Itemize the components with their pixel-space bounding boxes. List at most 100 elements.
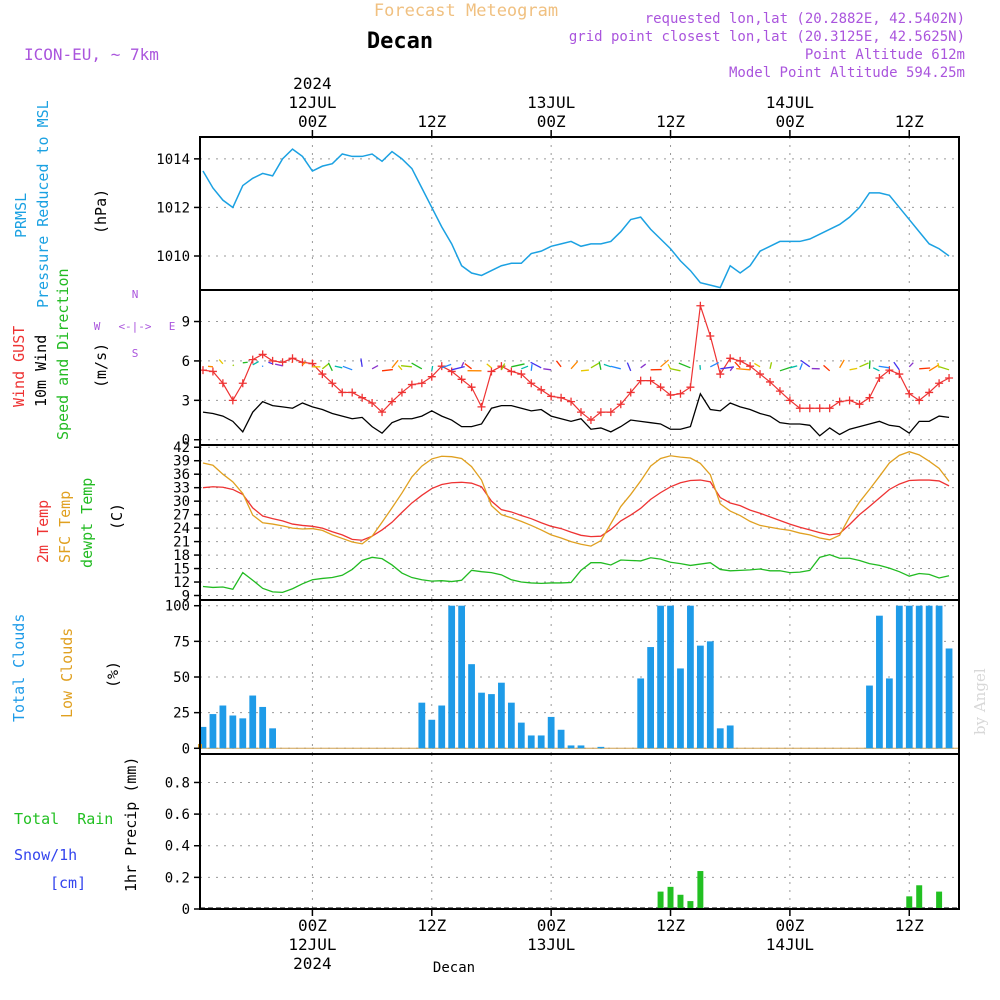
gust-marker [208,367,217,376]
bottom-time-label: 12Z [895,916,924,935]
wind-direction-arrow [928,364,940,372]
wind-direction-arrow [511,363,525,368]
total-clouds-bar [945,648,953,749]
total-clouds-bar [637,678,645,749]
gust-marker [736,356,745,365]
total-clouds-bar [687,605,694,749]
wind-direction-arrow [754,362,761,368]
wind-direction-arrow [381,368,393,372]
rain-legend: Total Rain [14,810,113,828]
total-clouds-bar [209,714,217,749]
top-time-label: 00Z [537,112,566,131]
wind-direction-arrow [530,364,533,371]
gust-marker [626,388,635,397]
gust-marker [567,397,576,406]
y-tick-label: 18 [173,548,190,564]
wind-direction-arrow [521,365,529,370]
wind-direction-arrow [789,365,798,369]
wind-direction-arrow [570,360,579,370]
wind-direction-arrow [710,361,720,368]
total-clouds-bar [269,728,276,749]
total-clouds-bar [199,726,207,749]
gust-marker [775,387,784,396]
dewpt-line [202,553,950,594]
gust-marker [765,377,774,386]
total-clouds-bar [925,605,933,749]
wind-direction-arrow [291,361,294,364]
gust-marker [795,404,804,413]
panel-frame [199,753,960,910]
wind-direction-arrow [678,362,691,369]
wind-direction-arrow [872,367,880,372]
snow-unit-legend: [cm] [50,874,86,892]
gust-marker [935,379,944,388]
total-clouds-bar [239,718,247,749]
y-tick-label: 0.6 [165,807,190,823]
gust-marker [905,389,914,398]
top-time-label: 00Z [775,112,804,131]
total-clouds-bar [219,705,227,749]
top-time-label: 12JUL [288,93,336,112]
wind-direction-arrow [371,365,379,370]
top-time-label: 12Z [895,112,924,131]
gust-marker [656,383,665,392]
y-tick-label: 0.4 [165,839,190,855]
t2m-line [202,479,950,541]
product-title: Forecast Meteogram [374,1,558,21]
gust-marker [646,376,655,385]
bottom-time-label: 2024 [293,954,332,973]
compass-s: S [132,347,139,360]
gust-marker [785,396,794,405]
bottom-time-label: 00Z [537,916,566,935]
total-clouds-bar [438,705,446,749]
gust-marker [596,408,605,417]
watermark: by Angel [971,668,989,735]
wind-direction-arrow [603,363,612,368]
gust-marker [875,374,884,383]
wind-direction-arrow [736,367,751,371]
wind-direction-arrow [500,363,506,371]
clouds-unit: (%) [104,661,122,688]
total-clouds-bar [249,695,257,749]
wind-direction-arrow [441,363,452,369]
bottom-time-label: 12JUL [288,935,336,954]
y-tick-label: 1014 [156,152,190,168]
total-clouds-bar [418,702,426,749]
y-tick-label: 0.2 [165,870,190,886]
y-tick-label: 50 [173,670,190,686]
gust-marker [825,404,834,413]
gust-marker [507,367,516,376]
y-tick-label: 25 [173,706,190,722]
total-clouds-bar [706,641,714,749]
y-tick-label: 100 [165,599,190,615]
wind-direction-arrow [451,366,465,371]
gust-marker [427,372,436,381]
total-clouds-bar [557,729,565,749]
gust-marker [318,370,327,379]
wind-direction-arrow [334,365,343,369]
wind-direction-arrow [937,362,940,368]
data-layer [198,148,959,909]
total-clouds-bar [537,735,545,749]
total-clouds-bar [657,605,664,749]
top-time-label: 14JUL [766,93,814,112]
gust-marker [586,416,595,425]
wind-direction-arrow [268,361,273,365]
compass-n: N [132,288,139,301]
wind-direction-arrow [543,368,552,371]
gust-marker [338,388,347,397]
temp-unit: (C) [108,503,126,530]
gust-marker [248,355,257,364]
compass-rose: N S W E <-|-> [94,288,176,360]
gust-marker [537,385,546,394]
sfc-temp-line [202,451,950,547]
gust-marker [547,392,556,401]
grid-layer [200,137,959,910]
gust-marker [855,400,864,409]
gust-marker [915,396,924,405]
total-clouds-bar [647,647,655,749]
pressure-label: PRMSL [12,193,30,238]
total-clouds-bar [498,682,505,749]
model-label: ICON-EU, ~ 7km [24,45,159,64]
